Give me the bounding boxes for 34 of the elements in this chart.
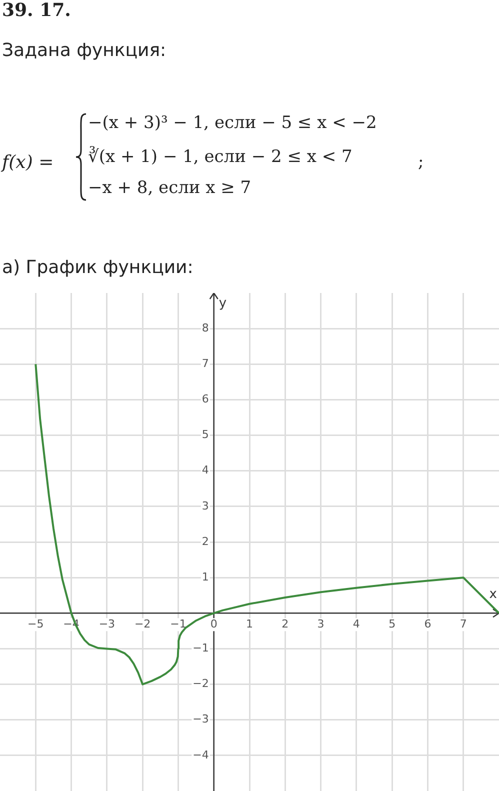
x-tick-label: 0 bbox=[210, 618, 218, 630]
y-tick-label: −4 bbox=[192, 748, 209, 762]
x-tick-label: −2 bbox=[134, 618, 151, 630]
x-tick-label: 5 bbox=[388, 618, 396, 630]
text: −(x + 3)³ − 1, если − 5 ≤ x < −2 bbox=[88, 113, 377, 133]
y-tick-label: 7 bbox=[202, 357, 209, 370]
y-tick-label: 5 bbox=[202, 428, 209, 442]
x-tick-label: 2 bbox=[282, 618, 289, 630]
y-tick-label: 6 bbox=[202, 392, 209, 406]
x-tick-label: 7 bbox=[460, 618, 467, 630]
x-tick-label: −1 bbox=[170, 618, 186, 630]
x-tick-label: 6 bbox=[424, 618, 432, 630]
x-tick-label: −3 bbox=[98, 618, 116, 630]
y-tick-label: 8 bbox=[202, 321, 209, 334]
text: −x + 8, если x ≥ 7 bbox=[88, 178, 252, 198]
x-tick-label: −5 bbox=[28, 618, 44, 630]
y-axis-title: y bbox=[218, 296, 227, 311]
y-tick-label: 4 bbox=[202, 464, 209, 477]
y-tick-label: 3 bbox=[202, 499, 209, 512]
text: ∛(x + 1) − 1, если − 2 ≤ x < 7 bbox=[88, 147, 352, 167]
y-tick-label: −1 bbox=[192, 642, 209, 655]
text: а) График функции: bbox=[2, 257, 194, 278]
y-tick-label: 2 bbox=[202, 534, 209, 548]
text: f(x) = bbox=[2, 152, 54, 173]
y-tick-label: −2 bbox=[192, 677, 209, 690]
chart-title: 39. 17. bbox=[2, 0, 71, 21]
x-tick-label: 3 bbox=[317, 618, 324, 630]
chart-subtitle: Задана функция: bbox=[2, 40, 166, 61]
x-axis-title: x bbox=[489, 587, 498, 602]
text: ; bbox=[418, 152, 424, 172]
y-tick-label: 1 bbox=[202, 570, 209, 584]
x-tick-label: 1 bbox=[246, 618, 253, 630]
y-tick-label: −3 bbox=[192, 712, 209, 726]
x-tick-label: 4 bbox=[352, 618, 360, 630]
